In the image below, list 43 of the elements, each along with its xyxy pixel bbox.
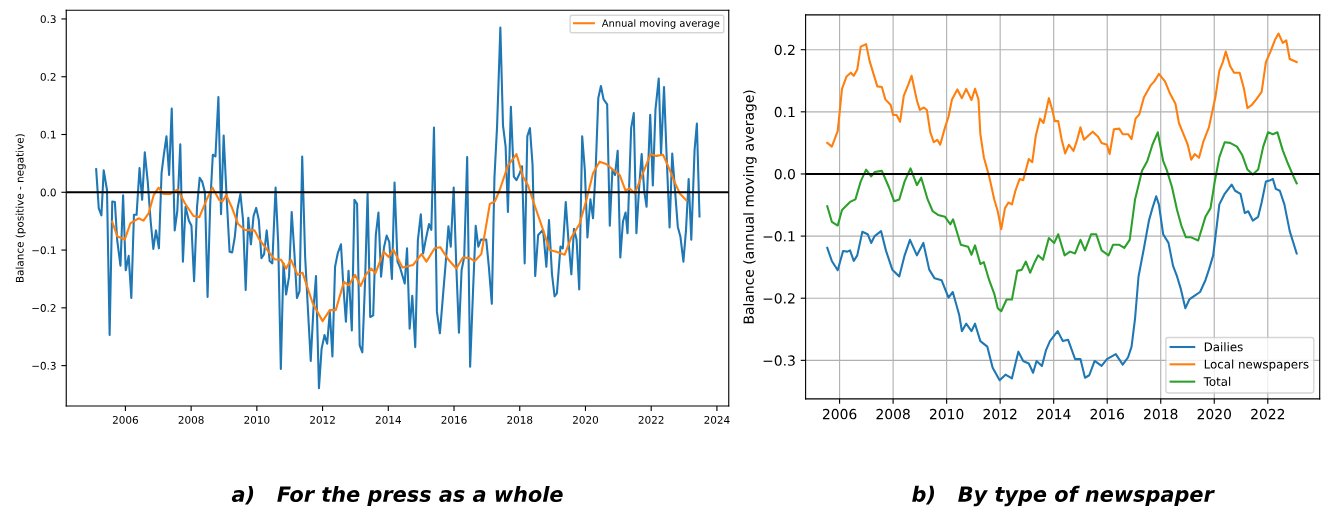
y-tick-label: 0.1 <box>40 130 56 139</box>
line-series <box>826 131 1298 313</box>
y-tick-label: −0.2 <box>763 293 795 304</box>
y-axis-title: Balance (positive - negative) <box>15 134 26 283</box>
x-tick-label: 2010 <box>929 408 964 420</box>
x-tick-label: 2024 <box>704 415 730 424</box>
y-tick-label: −0.1 <box>32 246 56 255</box>
y-tick-label: −0.2 <box>32 304 56 312</box>
x-tick-label: 2018 <box>507 415 533 424</box>
x-tick-label: 2020 <box>572 415 599 424</box>
x-tick-label: 2010 <box>244 415 270 424</box>
y-tick-label: −0.3 <box>32 361 56 370</box>
y-axis-title: Balance (annual moving average) <box>743 90 757 324</box>
x-tick-label: 2012 <box>983 408 1017 420</box>
y-tick-label: 0.1 <box>774 106 795 118</box>
x-tick-label: 2016 <box>441 415 467 424</box>
x-tick-label: 2008 <box>876 408 910 420</box>
x-tick-label: 2006 <box>112 415 138 424</box>
y-tick-label: 0.3 <box>40 15 56 24</box>
x-tick-label: 2020 <box>1197 408 1232 420</box>
y-tick-label: 0.0 <box>774 168 795 180</box>
x-tick-label: 2006 <box>822 408 857 420</box>
x-tick-label: 2012 <box>310 415 335 424</box>
y-tick-label: 0.0 <box>40 188 56 197</box>
x-tick-label: 2022 <box>1251 408 1285 420</box>
legend-label: Total <box>1203 376 1231 386</box>
x-tick-label: 2016 <box>1090 408 1125 420</box>
text: b) By type of newspaper <box>912 485 1215 507</box>
text: a) For the press as a whole <box>231 485 563 507</box>
x-tick-label: 2018 <box>1144 408 1178 420</box>
legend-label: Local newspapers <box>1204 359 1309 371</box>
x-tick-label: 2008 <box>178 415 204 424</box>
line-series <box>111 153 688 323</box>
y-tick-label: 0.2 <box>40 72 56 81</box>
x-tick-label: 2014 <box>375 415 401 424</box>
x-tick-label: 2022 <box>638 415 664 424</box>
y-tick-label: −0.3 <box>763 355 795 366</box>
y-tick-label: 0.2 <box>774 44 795 56</box>
y-tick-label: −0.1 <box>763 231 795 242</box>
line-series <box>826 32 1298 231</box>
legend-label: Dailies <box>1204 342 1243 352</box>
legend-label: Annual moving average <box>601 19 720 29</box>
x-tick-label: 2014 <box>1037 408 1071 420</box>
